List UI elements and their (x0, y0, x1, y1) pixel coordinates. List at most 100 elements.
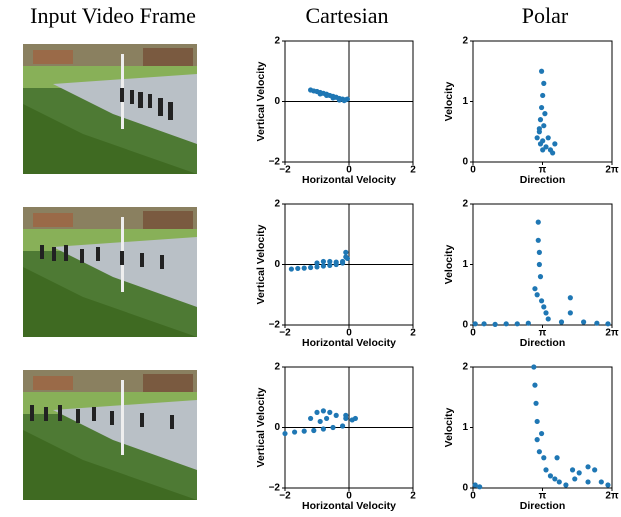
y-tick-label: −2 (269, 157, 281, 168)
point (340, 423, 345, 428)
point (311, 428, 316, 433)
point (541, 81, 546, 86)
point (540, 93, 545, 98)
y-tick-label: 1 (462, 96, 468, 107)
point (321, 426, 326, 431)
point (343, 413, 348, 418)
x-tick-label: 2 (410, 328, 416, 339)
point (515, 321, 520, 326)
y-tick-label: 2 (462, 199, 468, 210)
y-tick-label: 0 (274, 96, 280, 107)
point (532, 383, 537, 388)
point (542, 111, 547, 116)
point (343, 250, 348, 255)
point (537, 262, 542, 267)
page: {"header": {"columns": ["Input Video Fra… (0, 0, 621, 512)
x-axis-label: Horizontal Velocity (302, 174, 396, 186)
y-tick-label: 2 (274, 199, 280, 210)
y-tick-label: 0 (274, 422, 280, 433)
y-tick-label: 2 (462, 36, 468, 47)
point (477, 484, 482, 489)
point (568, 295, 573, 300)
point (330, 95, 335, 100)
point (550, 150, 555, 155)
point (334, 413, 339, 418)
x-tick-label: 2 (410, 491, 416, 502)
point (321, 259, 326, 264)
y-tick-label: −2 (269, 320, 281, 331)
point (531, 364, 536, 369)
y-tick-label: −2 (269, 483, 281, 494)
point (599, 479, 604, 484)
point (537, 449, 542, 454)
plot-frame (473, 367, 612, 488)
point (337, 97, 342, 102)
point (327, 259, 332, 264)
y-tick-label: 1 (462, 259, 468, 270)
point (541, 123, 546, 128)
point (473, 321, 478, 326)
point (327, 410, 332, 415)
x-axis-label: Horizontal Velocity (302, 337, 396, 349)
y-axis-label: Velocity (443, 245, 455, 285)
point (552, 476, 557, 481)
point (559, 319, 564, 324)
point (289, 266, 294, 271)
point (539, 105, 544, 110)
point (334, 259, 339, 264)
point (539, 298, 544, 303)
x-tick-label: −2 (279, 491, 291, 502)
column-title: Polar (522, 3, 569, 28)
y-tick-label: 0 (462, 157, 468, 168)
point (292, 429, 297, 434)
x-tick-label: 2π (605, 491, 619, 502)
video-frame (23, 370, 197, 500)
point (535, 135, 540, 140)
column-title: Input Video Frame (30, 3, 196, 28)
point (572, 476, 577, 481)
point (554, 455, 559, 460)
x-axis-label: Direction (520, 174, 566, 186)
point (581, 319, 586, 324)
point (308, 416, 313, 421)
y-axis-label: Vertical Velocity (255, 224, 267, 304)
point (541, 304, 546, 309)
y-axis-label: Velocity (443, 82, 455, 122)
point (568, 310, 573, 315)
y-tick-label: 0 (274, 259, 280, 270)
point (546, 135, 551, 140)
point (343, 254, 348, 259)
point (535, 292, 540, 297)
point (592, 467, 597, 472)
point (526, 321, 531, 326)
point (473, 482, 478, 487)
y-tick-label: 0 (462, 483, 468, 494)
point (577, 470, 582, 475)
point (541, 455, 546, 460)
y-tick-label: 1 (462, 422, 468, 433)
point (302, 429, 307, 434)
point (321, 263, 326, 268)
y-axis-label: Velocity (443, 408, 455, 448)
point (318, 419, 323, 424)
point (605, 321, 610, 326)
x-tick-label: 0 (470, 328, 476, 339)
point (533, 401, 538, 406)
column-title: Cartesian (305, 3, 388, 28)
point (585, 464, 590, 469)
point (543, 144, 548, 149)
point (318, 91, 323, 96)
point (536, 238, 541, 243)
x-tick-label: 2 (410, 165, 416, 176)
point (282, 431, 287, 436)
point (539, 431, 544, 436)
figure: Input Video Frame Cartesian Polar −2 0 2 −2… (0, 0, 621, 512)
point (342, 98, 347, 103)
point (340, 259, 345, 264)
point (537, 250, 542, 255)
point (548, 473, 553, 478)
y-tick-label: 2 (274, 362, 280, 373)
x-tick-label: 0 (470, 165, 476, 176)
point (532, 286, 537, 291)
point (314, 260, 319, 265)
